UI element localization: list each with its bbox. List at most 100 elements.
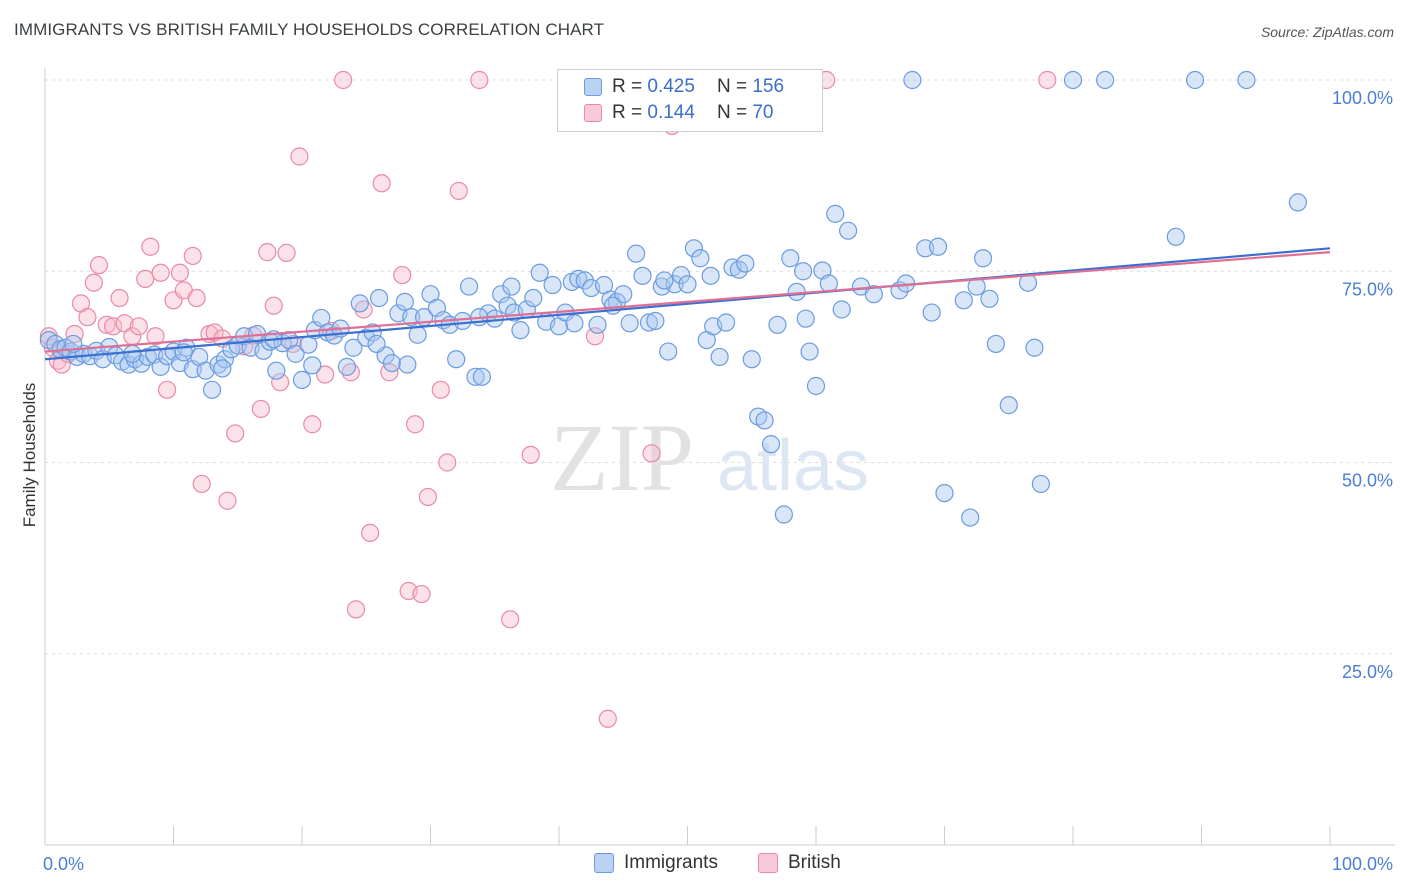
point-immigrants (826, 204, 845, 223)
point-british (412, 584, 431, 604)
point-british (271, 373, 290, 392)
y-tick-label: 25.0% (1342, 662, 1393, 682)
point-immigrants (781, 249, 800, 268)
point-british (129, 317, 148, 336)
point-british (1038, 70, 1057, 90)
point-immigrants (151, 357, 170, 376)
point-british (501, 610, 520, 629)
point-immigrants (986, 334, 1006, 354)
legend-row-british: R = 0.144 N = 70 (584, 102, 773, 124)
point-immigrants (678, 275, 697, 294)
x-tick-label: 100.0% (1332, 854, 1393, 874)
y-axis-label: Family Households (20, 383, 39, 528)
point-immigrants (569, 269, 588, 288)
point-british (642, 444, 661, 463)
legend-n-label: N = (716, 76, 748, 97)
point-immigrants (530, 263, 549, 282)
y-tick-label: 75.0% (1342, 279, 1393, 299)
point-immigrants (973, 249, 993, 268)
point-immigrants (961, 508, 980, 527)
point-immigrants (492, 285, 511, 304)
point-immigrants (755, 411, 774, 430)
source-label: Source: ZipAtlas.com (1260, 24, 1394, 40)
legend-r-value: 0.144 (647, 102, 695, 123)
point-immigrants (1288, 193, 1307, 212)
point-immigrants (1031, 474, 1050, 494)
point-immigrants (774, 505, 793, 524)
point-immigrants (408, 325, 427, 344)
legend-n-value: 156 (752, 76, 785, 97)
point-immigrants (254, 341, 273, 360)
trend-line-immigrants (44, 247, 1331, 361)
axes (44, 68, 1395, 846)
legend-label-british: British (788, 852, 841, 873)
point-immigrants (395, 292, 414, 311)
point-immigrants (267, 361, 286, 380)
legend-r-value: 0.425 (647, 76, 695, 97)
point-immigrants (701, 266, 720, 285)
point-immigrants (626, 244, 646, 263)
point-british (146, 327, 165, 346)
point-british (431, 380, 450, 399)
point-immigrants (398, 355, 417, 374)
point-british (598, 709, 617, 728)
tick-labels: 25.0% 50.0% 75.0% 100.0% 0.0% 100.0% (43, 88, 1393, 874)
correlation-legend: R = 0.425 N = 156 R = 0.144 N = 70 (557, 69, 823, 132)
point-british (393, 265, 412, 285)
point-immigrants (832, 300, 851, 319)
point-british (183, 246, 202, 266)
point-british (226, 424, 245, 443)
series-british-points (39, 70, 1057, 728)
y-tick-label: 50.0% (1342, 471, 1393, 491)
point-british (258, 243, 277, 262)
point-immigrants (639, 313, 659, 332)
point-immigrants (447, 350, 466, 369)
point-immigrants (1063, 70, 1083, 90)
point-immigrants (671, 265, 691, 285)
point-immigrants (123, 344, 142, 363)
point-british (192, 474, 211, 494)
point-immigrants (864, 285, 883, 304)
point-immigrants (382, 353, 402, 373)
point-immigrants (502, 277, 521, 296)
legend-label-immigrants: Immigrants (624, 852, 718, 873)
point-immigrants (796, 309, 815, 328)
trend-lines (44, 247, 1331, 361)
point-immigrants (794, 262, 813, 281)
point-british (151, 263, 170, 282)
point-british (316, 365, 335, 384)
point-immigrants (459, 277, 479, 296)
point-british (170, 263, 190, 282)
point-immigrants (659, 342, 678, 361)
point-british (264, 296, 283, 315)
point-immigrants (768, 315, 787, 334)
point-immigrants (565, 314, 584, 333)
point-immigrants (543, 275, 562, 295)
point-immigrants (716, 313, 736, 332)
point-british (187, 288, 206, 308)
point-immigrants (524, 288, 543, 308)
point-immigrants (903, 70, 922, 90)
point-immigrants (286, 344, 305, 363)
point-immigrants (800, 342, 819, 361)
point-british (104, 317, 123, 336)
point-british (346, 600, 366, 619)
point-immigrants (1166, 227, 1185, 246)
point-immigrants (1096, 70, 1115, 90)
x-tick-label: 0.0% (43, 854, 84, 874)
legend-n-value: 70 (752, 102, 774, 123)
watermark-zip: ZIP (550, 404, 694, 511)
grid-lines (45, 79, 1395, 655)
point-immigrants (466, 367, 485, 386)
legend-item-immigrants[interactable]: Immigrants (594, 852, 718, 874)
point-immigrants (806, 376, 826, 396)
point-british (136, 269, 155, 288)
point-immigrants (761, 435, 781, 454)
legend-item-british[interactable]: British (758, 852, 841, 874)
legend-swatch-pink (584, 103, 602, 122)
point-british (470, 70, 489, 90)
point-immigrants (1237, 70, 1256, 90)
point-immigrants (350, 294, 369, 313)
point-immigrants (588, 315, 607, 334)
legend-swatch-blue (594, 852, 614, 873)
